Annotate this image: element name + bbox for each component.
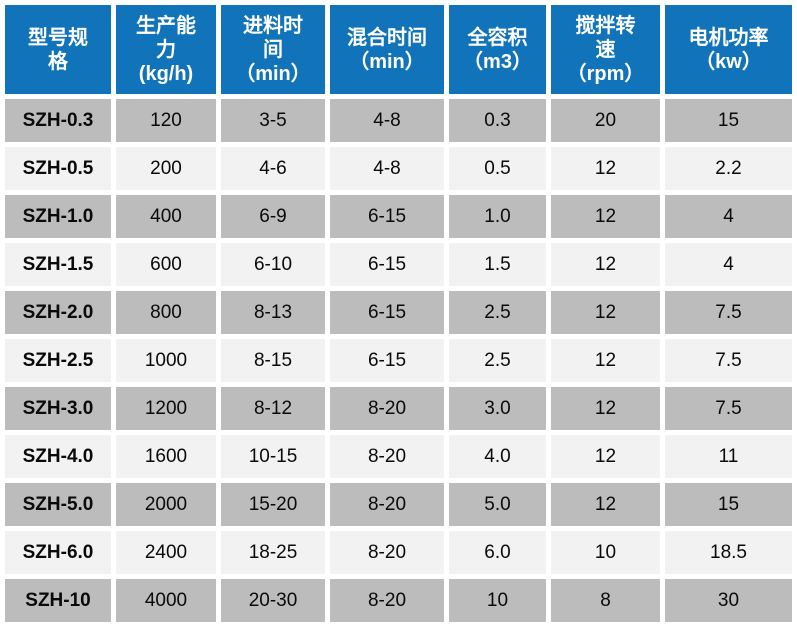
value-cell: 18-25 xyxy=(221,531,325,574)
header-motor-power: 电机功率 （kw） xyxy=(665,5,792,94)
value-cell: 4 xyxy=(665,195,792,238)
value-cell: 1.5 xyxy=(449,243,546,286)
model-cell: SZH-0.3 xyxy=(5,99,111,142)
value-cell: 8-20 xyxy=(330,579,444,622)
value-cell: 12 xyxy=(551,339,660,382)
model-cell: SZH-2.0 xyxy=(5,291,111,334)
value-cell: 6-10 xyxy=(221,243,325,286)
model-cell: SZH-4.0 xyxy=(5,435,111,478)
value-cell: 0.3 xyxy=(449,99,546,142)
value-cell: 4.0 xyxy=(449,435,546,478)
value-cell: 1000 xyxy=(116,339,216,382)
value-cell: 8-20 xyxy=(330,387,444,430)
value-cell: 12 xyxy=(551,195,660,238)
table-row: SZH-1.5 600 6-10 6-15 1.5 12 4 xyxy=(5,243,792,286)
value-cell: 1.0 xyxy=(449,195,546,238)
value-cell: 10-15 xyxy=(221,435,325,478)
value-cell: 2.5 xyxy=(449,339,546,382)
value-cell: 4-8 xyxy=(330,99,444,142)
value-cell: 8-20 xyxy=(330,483,444,526)
header-mix-time: 混合时间 （min） xyxy=(330,5,444,94)
value-cell: 0.5 xyxy=(449,147,546,190)
value-cell: 1600 xyxy=(116,435,216,478)
value-cell: 2000 xyxy=(116,483,216,526)
value-cell: 8-13 xyxy=(221,291,325,334)
model-cell: SZH-1.5 xyxy=(5,243,111,286)
model-cell: SZH-0.5 xyxy=(5,147,111,190)
value-cell: 6-15 xyxy=(330,291,444,334)
table-body: SZH-0.3 120 3-5 4-8 0.3 20 15 SZH-0.5 200 4-6 4-8 0… xyxy=(5,99,792,622)
table-row: SZH-5.0 2000 15-20 8-20 5.0 12 15 xyxy=(5,483,792,526)
table-row: SZH-2.5 1000 8-15 6-15 2.5 12 7.5 xyxy=(5,339,792,382)
value-cell: 6-15 xyxy=(330,195,444,238)
value-cell: 20 xyxy=(551,99,660,142)
value-cell: 8-20 xyxy=(330,531,444,574)
value-cell: 12 xyxy=(551,483,660,526)
value-cell: 2.2 xyxy=(665,147,792,190)
value-cell: 12 xyxy=(551,147,660,190)
value-cell: 8-15 xyxy=(221,339,325,382)
value-cell: 10 xyxy=(449,579,546,622)
value-cell: 30 xyxy=(665,579,792,622)
value-cell: 15-20 xyxy=(221,483,325,526)
model-cell: SZH-10 xyxy=(5,579,111,622)
model-cell: SZH-1.0 xyxy=(5,195,111,238)
value-cell: 18.5 xyxy=(665,531,792,574)
value-cell: 6.0 xyxy=(449,531,546,574)
value-cell: 6-15 xyxy=(330,243,444,286)
table-row: SZH-0.3 120 3-5 4-8 0.3 20 15 xyxy=(5,99,792,142)
value-cell: 15 xyxy=(665,483,792,526)
value-cell: 5.0 xyxy=(449,483,546,526)
value-cell: 12 xyxy=(551,435,660,478)
model-cell: SZH-6.0 xyxy=(5,531,111,574)
value-cell: 12 xyxy=(551,291,660,334)
value-cell: 15 xyxy=(665,99,792,142)
value-cell: 120 xyxy=(116,99,216,142)
table-row: SZH-0.5 200 4-6 4-8 0.5 12 2.2 xyxy=(5,147,792,190)
table-row: SZH-4.0 1600 10-15 8-20 4.0 12 11 xyxy=(5,435,792,478)
value-cell: 8-20 xyxy=(330,435,444,478)
header-feed-time: 进料时 间 （min） xyxy=(221,5,325,94)
model-cell: SZH-2.5 xyxy=(5,339,111,382)
value-cell: 2.5 xyxy=(449,291,546,334)
header-volume: 全容积 （m3） xyxy=(449,5,546,94)
header-model: 型号规 格 xyxy=(5,5,111,94)
value-cell: 7.5 xyxy=(665,339,792,382)
value-cell: 6-15 xyxy=(330,339,444,382)
model-cell: SZH-3.0 xyxy=(5,387,111,430)
value-cell: 20-30 xyxy=(221,579,325,622)
value-cell: 10 xyxy=(551,531,660,574)
value-cell: 8-12 xyxy=(221,387,325,430)
value-cell: 7.5 xyxy=(665,291,792,334)
table-header: 型号规 格 生产能 力 (kg/h) 进料时 间 （min） 混合时间 （min… xyxy=(5,5,792,94)
table-row: SZH-1.0 400 6-9 6-15 1.0 12 4 xyxy=(5,195,792,238)
header-capacity: 生产能 力 (kg/h) xyxy=(116,5,216,94)
value-cell: 4-8 xyxy=(330,147,444,190)
value-cell: 800 xyxy=(116,291,216,334)
value-cell: 6-9 xyxy=(221,195,325,238)
value-cell: 8 xyxy=(551,579,660,622)
value-cell: 4 xyxy=(665,243,792,286)
header-stir-speed: 搅拌转 速 （rpm） xyxy=(551,5,660,94)
table-row: SZH-10 4000 20-30 8-20 10 8 30 xyxy=(5,579,792,622)
value-cell: 1200 xyxy=(116,387,216,430)
value-cell: 3-5 xyxy=(221,99,325,142)
value-cell: 4-6 xyxy=(221,147,325,190)
value-cell: 12 xyxy=(551,243,660,286)
table-row: SZH-6.0 2400 18-25 8-20 6.0 10 18.5 xyxy=(5,531,792,574)
model-cell: SZH-5.0 xyxy=(5,483,111,526)
value-cell: 7.5 xyxy=(665,387,792,430)
value-cell: 11 xyxy=(665,435,792,478)
value-cell: 200 xyxy=(116,147,216,190)
value-cell: 12 xyxy=(551,387,660,430)
value-cell: 3.0 xyxy=(449,387,546,430)
value-cell: 600 xyxy=(116,243,216,286)
table-row: SZH-2.0 800 8-13 6-15 2.5 12 7.5 xyxy=(5,291,792,334)
table-row: SZH-3.0 1200 8-12 8-20 3.0 12 7.5 xyxy=(5,387,792,430)
value-cell: 400 xyxy=(116,195,216,238)
value-cell: 4000 xyxy=(116,579,216,622)
value-cell: 2400 xyxy=(116,531,216,574)
header-row: 型号规 格 生产能 力 (kg/h) 进料时 间 （min） 混合时间 （min… xyxy=(5,5,792,94)
